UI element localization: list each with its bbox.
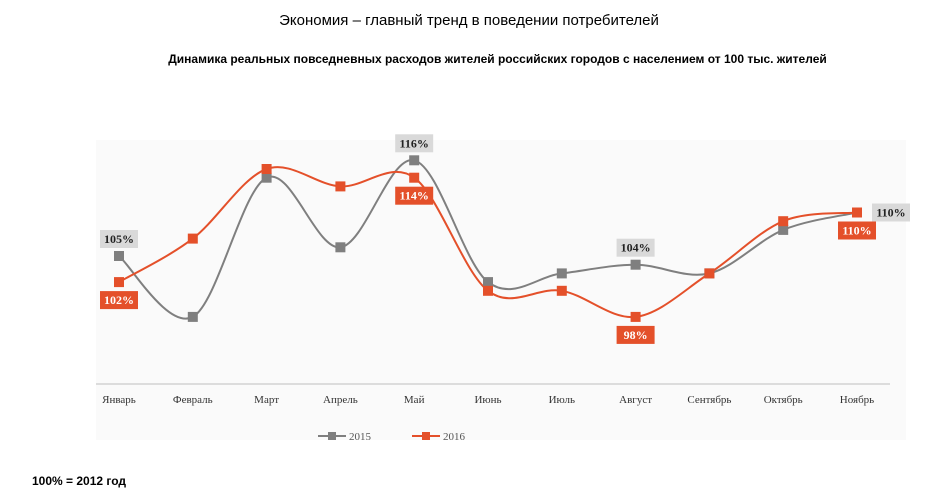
data-label: 116% [400,136,429,150]
data-label-bg [100,230,138,248]
legend-marker-2015 [328,432,336,440]
data-label-bg [872,203,910,222]
legend-label-2015: 2015 [349,431,372,443]
data-point-2016 [409,172,420,183]
legend: 2015 2016 [318,431,466,443]
data-label: 104% [621,241,651,255]
x-tick-label: Февраль [173,394,213,406]
x-tick-label: Май [404,394,425,406]
data-point-2015 [114,251,124,261]
data-point-2015 [483,277,493,288]
data-label-bg [838,221,876,240]
data-point-2016 [335,181,346,192]
data-point-2015 [630,259,641,270]
series-line-2016 [118,166,858,318]
data-point-2016 [852,207,862,218]
data-point-2016 [261,164,272,174]
data-point-2015 [187,311,198,322]
footnote: 100% = 2012 год [32,474,127,488]
legend-marker-2016 [422,432,430,440]
data-point-2015 [556,268,567,279]
x-tick-label: Июль [549,394,575,406]
data-point-2015 [261,172,272,183]
data-label: 102% [104,293,134,307]
data-label-bg [616,238,655,257]
legend-label-2016: 2016 [443,431,466,443]
data-label: 105% [104,232,134,246]
data-label-bg [616,325,655,344]
x-tick-label: Июнь [474,394,501,406]
data-point-2015 [335,242,346,253]
data-point-2016 [630,311,641,322]
data-point-2016 [556,285,567,296]
x-tick-label: Сентябрь [687,394,731,406]
data-point-2015 [778,224,789,235]
data-label: 98% [624,328,648,342]
x-tick-label: Апрель [323,394,358,406]
x-tick-label: Январь [102,394,136,406]
x-tick-label: Август [619,394,652,406]
page-title: Экономия – главный тренд в поведении пот… [279,12,659,29]
data-point-2016 [187,233,198,244]
chart-subtitle: Динамика реальных повседневных расходов … [168,52,827,66]
data-label: 110% [842,224,871,238]
data-label-bg [100,291,138,310]
x-tick-label: Ноябрь [840,394,874,406]
x-tick-label: Октябрь [764,394,803,406]
data-label-bg [395,186,434,205]
data-point-2016 [704,268,715,279]
data-point-2016 [114,277,124,288]
data-point-2015 [409,155,420,166]
data-point-2016 [778,216,789,227]
data-point-2016 [483,285,493,296]
x-tick-label: Март [254,394,279,406]
data-label: 114% [400,189,429,203]
data-label-bg [395,134,434,153]
data-label: 110% [876,206,905,220]
plot-area [96,140,906,440]
